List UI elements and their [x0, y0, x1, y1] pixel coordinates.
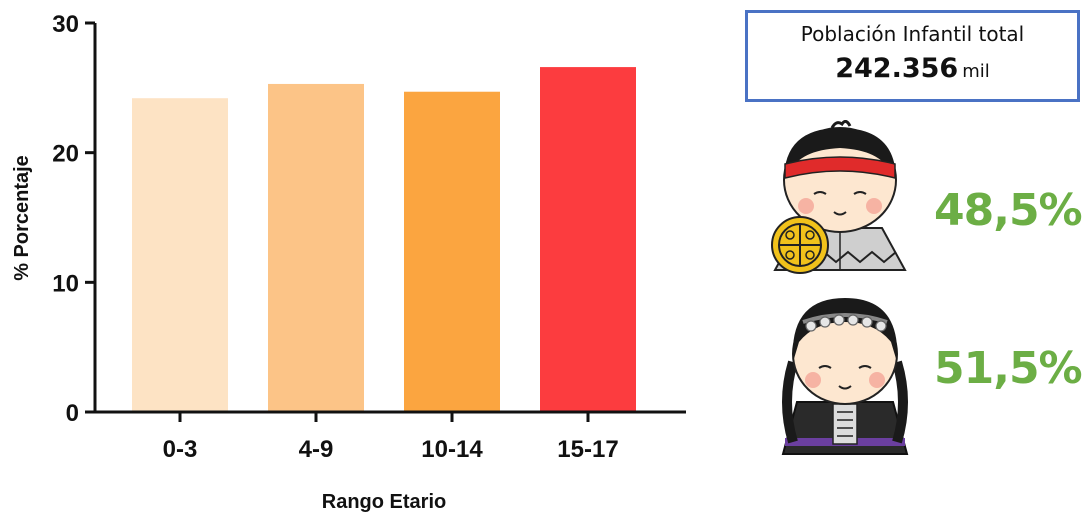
bar-10-14 [404, 91, 500, 413]
y-tick-label: 10 [52, 270, 79, 297]
total-population-value: 242.356 [835, 53, 959, 84]
bars-group [132, 67, 636, 413]
y-tick-label: 0 [66, 400, 79, 427]
y-tick-label: 30 [52, 11, 79, 38]
boy-figure-icon [771, 120, 907, 274]
y-ticks-group: 0 10 20 30 [52, 11, 95, 427]
bar-chart: 0 10 20 30 0-3 4-9 10-14 15-17 % Porcentaje Ra… [11, 11, 686, 513]
bar-0-3 [132, 98, 228, 412]
bar-15-17 [540, 67, 636, 412]
x-tick-label: 0-3 [163, 436, 198, 463]
male-percentage: 48,5% [934, 185, 1083, 236]
x-tick-label: 4-9 [299, 436, 334, 463]
total-population-unit: mil [962, 61, 990, 82]
y-axis-label: % Porcentaje [11, 155, 33, 281]
x-ticks-group: 0-3 4-9 10-14 15-17 [163, 412, 619, 463]
total-population-title: Población Infantil total [800, 22, 1025, 46]
y-tick-label: 20 [52, 141, 79, 168]
girl-figure-icon [781, 298, 909, 455]
bar-4-9 [268, 83, 364, 413]
x-tick-label: 10-14 [421, 436, 483, 463]
x-tick-label: 15-17 [557, 436, 618, 463]
total-population-line: 242.356 mil [835, 49, 990, 93]
female-percentage: 51,5% [934, 343, 1083, 394]
total-population-box: Población Infantil total 242.356 mil [745, 10, 1080, 102]
x-axis-label: Rango Etario [322, 491, 446, 513]
